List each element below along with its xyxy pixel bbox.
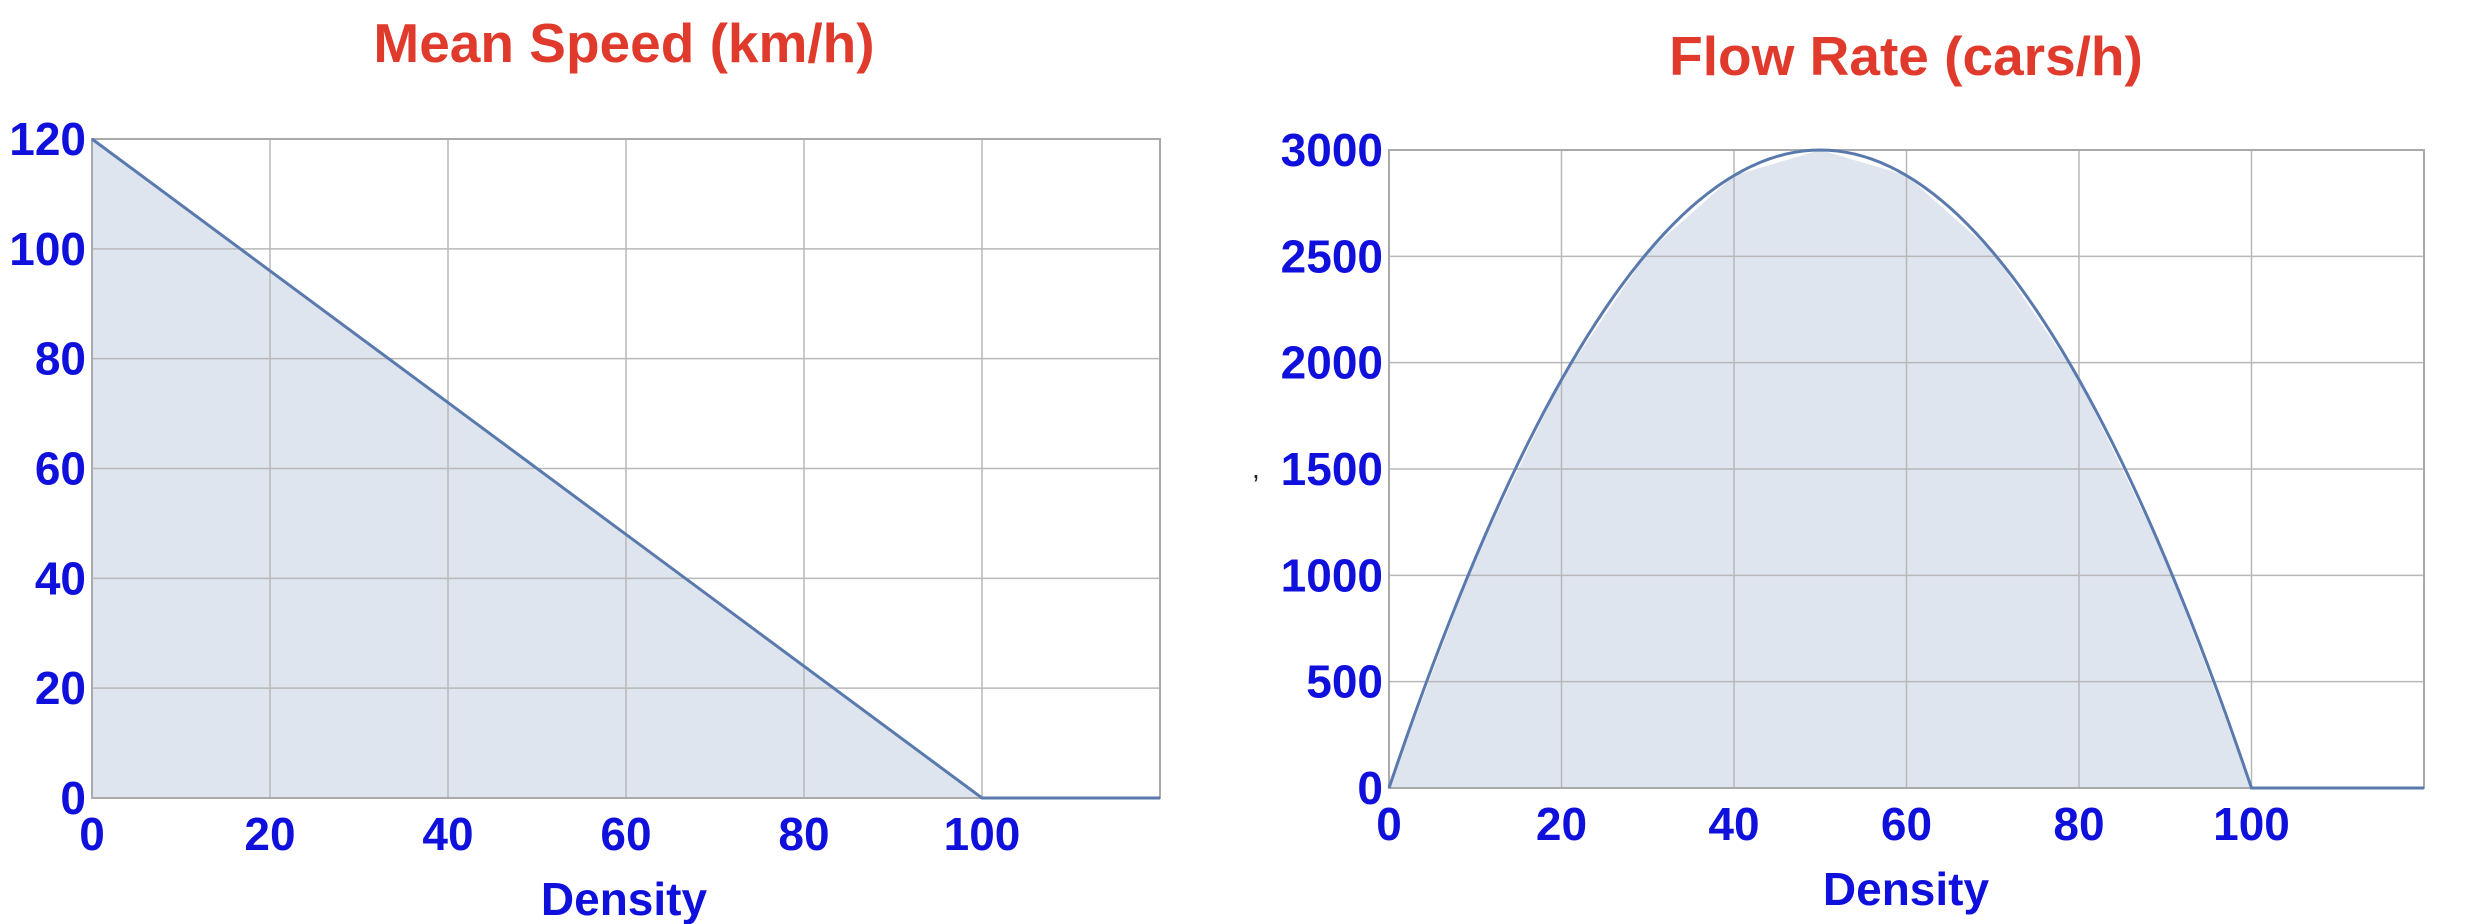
speed-plot-frame (91, 138, 1161, 799)
flow-rate-chart: Flow Rate (cars/h)0 20 40 60 80 1000500100015… (1281, 25, 2425, 915)
speed-y-tick-label: 100 (9, 223, 86, 275)
speed-x-tick-label: 100 (944, 808, 1021, 860)
speed-x-tick-label: 80 (778, 808, 829, 860)
flow-plot-frame (1388, 149, 2425, 789)
speed-x-axis-label: Density (541, 873, 708, 924)
flow-x-tick-label: 80 (2053, 798, 2104, 850)
flow-x-tick-label: 0 (1376, 798, 1402, 850)
speed-y-tick-label: 0 (60, 772, 86, 824)
flow-x-tick-label: 20 (1536, 798, 1587, 850)
speed-x-tick-label: 20 (244, 808, 295, 860)
flow-y-tick-label: 1000 (1281, 549, 1383, 601)
flow-chart-title: Flow Rate (cars/h) (1669, 25, 2143, 87)
stray-mark: , (1252, 453, 1260, 484)
flow-y-tick-label: 2500 (1281, 230, 1383, 282)
speed-y-tick-label: 20 (35, 662, 86, 714)
speed-chart-title: Mean Speed (km/h) (373, 12, 874, 74)
flow-x-tick-label: 100 (2213, 798, 2290, 850)
flow-x-tick-label: 40 (1708, 798, 1759, 850)
flow-x-axis-label: Density (1823, 863, 1990, 915)
mean-speed-chart: Mean Speed (km/h) 0 20 40 60 80 100 0 20 40 60 80 10… (9, 12, 1161, 924)
speed-y-tick-label: 60 (35, 443, 86, 495)
speed-y-tick-label: 80 (35, 333, 86, 385)
speed-y-tick-label: 40 (35, 552, 86, 604)
flow-y-tick-label: 2000 (1281, 337, 1383, 389)
flow-y-tick-label: 0 (1357, 762, 1383, 814)
speed-area-fill (92, 139, 1160, 798)
flow-x-tick-label: 60 (1881, 798, 1932, 850)
speed-x-tick-label: 40 (422, 808, 473, 860)
flow-y-tick-label: 500 (1306, 656, 1383, 708)
speed-series-line (91, 137, 1160, 800)
speed-y-tick-label: 120 (9, 113, 86, 165)
flow-series-line (1387, 148, 2424, 790)
speed-x-tick-label: 60 (600, 808, 651, 860)
flow-y-tick-label: 1500 (1281, 443, 1383, 495)
speed-x-tick-label: 0 (79, 808, 105, 860)
flow-y-tick-label: 3000 (1281, 124, 1383, 176)
